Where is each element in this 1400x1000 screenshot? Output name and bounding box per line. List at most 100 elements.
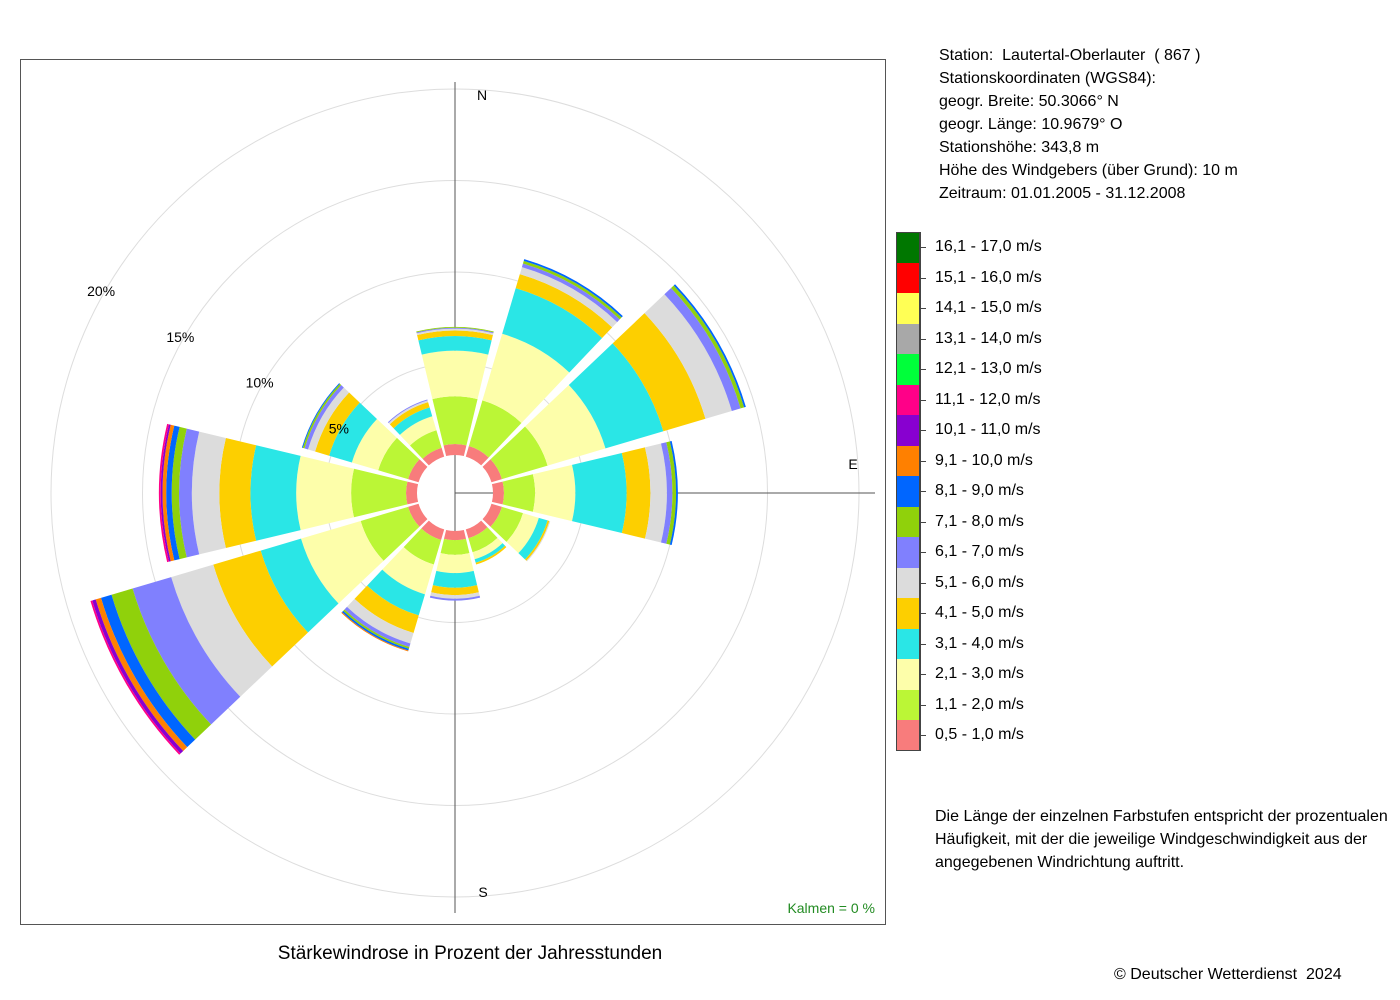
wedge-segment	[621, 447, 651, 539]
wedge-segment	[329, 402, 377, 463]
legend-label: 0,5 - 1,0 m/s	[935, 726, 1024, 743]
wedge-segment	[468, 400, 522, 458]
legend-swatch	[896, 689, 920, 720]
chart-title: Stärkewindrose in Prozent der Jahresstun…	[277, 943, 663, 964]
wind-rose-svg: 5% 10% 15% 20% N E S Kalmen = 0 %	[50, 82, 875, 916]
wedge-segment	[664, 287, 741, 412]
wedge-segment	[465, 520, 488, 539]
wedge-segment	[612, 313, 706, 432]
legend-tick	[920, 552, 926, 553]
legend-tick	[920, 369, 926, 370]
legend-item: 7,1 - 8,0 m/s	[896, 506, 1096, 537]
wedge-segment	[250, 445, 301, 541]
station-name: Station: Lautertal-Oberlauter ( 867 )	[939, 47, 1201, 64]
note-line: angegebenen Windrichtung auftritt.	[935, 854, 1185, 871]
wedge-segment	[219, 437, 257, 549]
wedge-segment	[416, 328, 494, 336]
wedge-segment	[296, 455, 354, 531]
wind-rose-plot: 5% 10% 15% 20% N E S Kalmen = 0 %	[20, 59, 886, 925]
legend-swatch	[896, 659, 920, 690]
legend-item: 14,1 - 15,0 m/s	[896, 293, 1096, 324]
wedge-segment	[432, 570, 478, 588]
wedge-segment	[432, 396, 478, 446]
wedge-segment	[409, 430, 442, 459]
legend-item: 1,1 - 2,0 m/s	[896, 689, 1096, 720]
legend-swatch	[896, 262, 920, 293]
legend-label: 6,1 - 7,0 m/s	[935, 543, 1024, 560]
legend-item: 12,1 - 13,0 m/s	[896, 354, 1096, 385]
wedge-segment	[519, 267, 618, 328]
wedge-segment	[378, 437, 420, 480]
legend-swatch	[896, 445, 920, 476]
legend-tick	[920, 582, 926, 584]
legend-label: 1,1 - 2,0 m/s	[935, 695, 1024, 713]
radial-tick-label: 15%	[166, 329, 194, 345]
legend-tick	[920, 277, 926, 279]
wedge-segment	[429, 595, 481, 601]
legend-swatch	[896, 567, 920, 598]
wedge-segment	[443, 529, 467, 541]
wedge-segment	[399, 416, 437, 446]
wedge-segment	[393, 407, 433, 435]
legend-label: 4,1 - 5,0 m/s	[935, 604, 1024, 621]
wedge-segment	[95, 597, 188, 751]
wedge-segment	[360, 506, 420, 561]
wedge-segment	[403, 528, 442, 565]
legend-item: 10,1 - 11,0 m/s	[896, 415, 1096, 446]
legend-label: 3,1 - 4,0 m/s	[935, 634, 1024, 652]
copyright: © Deutscher Wetterdienst 2024	[1114, 966, 1342, 983]
wedge-segment	[421, 350, 489, 400]
legend-label: 9,1 - 10,0 m/s	[935, 451, 1033, 469]
legend-tick	[920, 399, 926, 401]
compass-label-north: N	[477, 87, 487, 103]
wedge-segment	[213, 550, 308, 667]
wedge-segment	[260, 538, 339, 633]
wedge-segment	[644, 443, 667, 543]
legend-swatch	[896, 232, 920, 263]
wedge-segment	[408, 459, 428, 483]
wedge-segment	[666, 441, 676, 545]
wedge-segment	[166, 425, 180, 561]
wedge-segment	[416, 327, 494, 334]
legend-label: 11,1 - 12,0 m/s	[935, 390, 1041, 408]
station-coordinates-heading: Stationskoordinaten (WGS84):	[939, 70, 1156, 87]
wedge-segment	[422, 447, 445, 466]
wedge-segment	[671, 285, 745, 409]
wedge-segment	[344, 606, 411, 647]
legend-item: 9,1 - 10,0 m/s	[896, 445, 1096, 476]
wedge-segment	[525, 384, 606, 466]
legend-item: 15,1 - 16,0 m/s	[896, 262, 1096, 293]
note-line: Häufigkeit, mit der die jeweilige Windge…	[935, 831, 1368, 848]
wedge-segment	[418, 336, 492, 355]
legend-tick	[920, 430, 926, 431]
legend-swatch	[896, 293, 920, 324]
legend-swatch	[896, 628, 920, 659]
wedge-segment	[502, 288, 603, 373]
legend-item: 6,1 - 7,0 m/s	[896, 537, 1096, 568]
legend-tick	[920, 735, 926, 736]
legend-item: 3,1 - 4,0 m/s	[896, 628, 1096, 659]
wedge-segment	[532, 464, 576, 522]
wedge-segment	[111, 588, 212, 740]
wedge-segment	[490, 426, 548, 480]
wedge-segment	[346, 598, 414, 644]
station-latitude: geogr. Breite: 50.3066° N	[939, 93, 1119, 110]
wedge-segment	[388, 400, 429, 425]
legend-label: 5,1 - 6,0 m/s	[935, 573, 1024, 591]
legend-item: 0,5 - 1,0 m/s	[896, 720, 1096, 751]
wedge-segment	[191, 431, 226, 555]
station-altitude: Stationshöhe: 343,8 m	[939, 139, 1100, 156]
wedge-segment	[468, 527, 498, 553]
legend-label: 10,1 - 11,0 m/s	[935, 421, 1041, 438]
wedge-segment	[482, 459, 502, 483]
wedge-segment	[440, 538, 470, 555]
legend-tick	[920, 460, 926, 462]
legend-swatch	[896, 415, 920, 446]
station-longitude: geogr. Länge: 10.9679° O	[939, 116, 1123, 133]
time-period: Zeitraum: 01.01.2005 - 31.12.2008	[939, 185, 1186, 202]
wedge-segment	[660, 442, 673, 544]
legend-label: 2,1 - 3,0 m/s	[935, 665, 1024, 682]
compass-label-south: S	[478, 884, 487, 900]
legend-tick	[920, 521, 926, 523]
legend-tick	[920, 674, 926, 675]
